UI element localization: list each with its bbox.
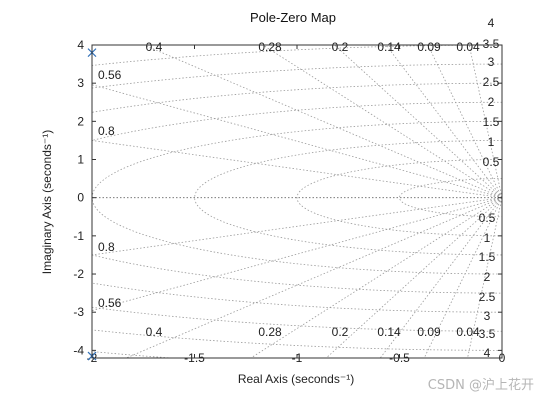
plot-frame [91, 44, 503, 359]
frequency-label-top: 1 [488, 135, 495, 149]
y-tick-label: -1 [73, 229, 84, 243]
frequency-label-top: 3 [488, 55, 495, 69]
y-tick-label: 3 [77, 76, 84, 90]
x-axis-label: Real Axis (seconds⁻¹) [238, 372, 354, 386]
damping-line [92, 84, 502, 199]
grid-label-layer: 0.4 0.4 0.28 0.28 0.2 0.2 0.14 0.14 0.09 0.09 0.04… [98, 16, 500, 360]
damping-line [423, 197, 502, 358]
damping-line [325, 197, 502, 358]
frequency-label-top: 0.5 [483, 155, 500, 169]
damping-label-bottom: 0.04 [456, 325, 480, 339]
frequency-label-top: 4 [488, 16, 495, 30]
y-tick-label: -3 [73, 305, 84, 319]
damping-line [385, 45, 502, 198]
damping-line [467, 197, 502, 358]
damping-label-bottom: 0.2 [332, 325, 349, 339]
damping-label-bottom: 0.14 [377, 325, 401, 339]
damping-label-bottom: 0.4 [146, 325, 163, 339]
damping-label-top: 0.04 [456, 40, 480, 54]
watermark: CSDN @沪上花开 [427, 378, 534, 393]
y-tick-label: -2 [73, 267, 84, 281]
damping-line [334, 45, 502, 198]
damping-label-left: 0.56 [98, 296, 122, 310]
damping-line [92, 140, 502, 199]
damping-line [92, 197, 502, 312]
damping-label-left: 0.56 [98, 68, 122, 82]
y-tick-label: 4 [77, 38, 84, 52]
y-axis-label: Imaginary Axis (seconds⁻¹) [40, 130, 54, 274]
y-tick-label: -4 [73, 343, 84, 357]
frequency-label-top: 3.5 [483, 37, 500, 51]
chart-title: Pole-Zero Map [250, 10, 336, 25]
frequency-label-bottom: 2.5 [479, 290, 496, 304]
damping-line [262, 45, 502, 199]
frequency-label-top: 2.5 [483, 75, 500, 89]
frequency-label-bottom: 0.5 [479, 211, 496, 225]
damping-line [92, 197, 502, 256]
damping-label-top: 0.28 [258, 40, 282, 54]
frequency-label-top: 1.5 [483, 115, 500, 129]
damping-label-bottom: 0.09 [417, 325, 441, 339]
frequency-arc [92, 101, 502, 294]
damping-label-top: 0.09 [417, 40, 441, 54]
damping-label-top: 0.2 [332, 40, 349, 54]
damping-line [468, 45, 502, 198]
frequency-label-top: 2 [488, 95, 495, 109]
frequency-arc [92, 45, 502, 351]
damping-line [250, 197, 502, 358]
y-tick-label: 2 [77, 114, 84, 128]
damping-label-left: 0.8 [98, 240, 115, 254]
damping-label-left: 0.8 [98, 124, 115, 138]
damping-line [379, 197, 502, 358]
y-tick-label: 1 [77, 153, 84, 167]
frequency-label-bottom: 3.5 [479, 327, 496, 341]
frequency-label-bottom: 4 [484, 346, 491, 360]
frequency-label-bottom: 3 [484, 309, 491, 323]
frequency-arc [296, 159, 502, 237]
damping-label-top: 0.4 [146, 40, 163, 54]
frequency-arc [399, 178, 502, 218]
damping-line [125, 197, 502, 358]
damping-label-bottom: 0.28 [258, 325, 282, 339]
frequency-label-bottom: 1.5 [479, 250, 496, 264]
frequency-label-bottom: 2 [484, 270, 491, 284]
y-tick-label: 0 [77, 191, 84, 205]
damping-line [143, 45, 502, 199]
frequency-label-bottom: 1 [484, 231, 491, 245]
damping-label-top: 0.14 [377, 40, 401, 54]
